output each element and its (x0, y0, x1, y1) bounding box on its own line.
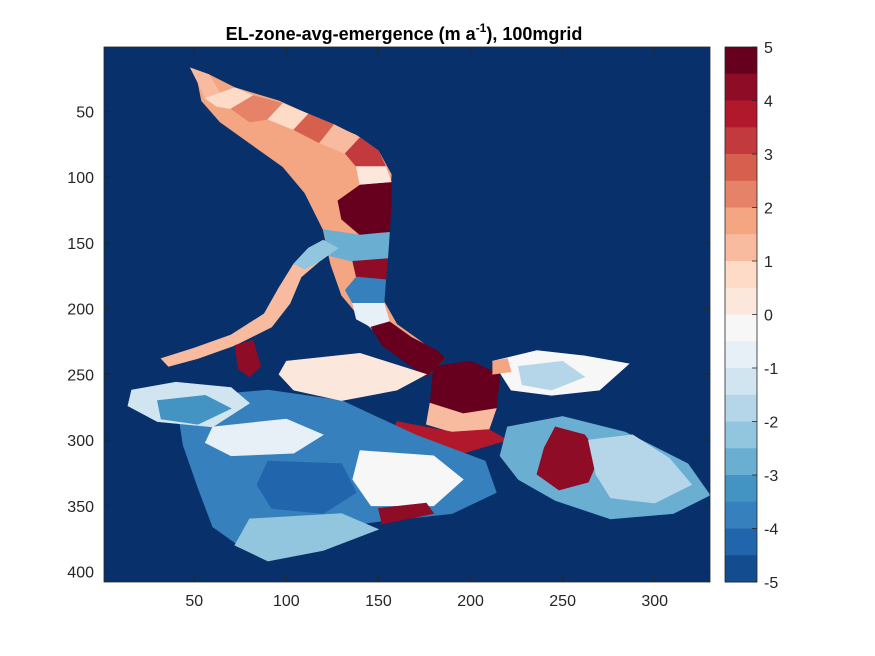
colorbar-swatch (725, 475, 757, 503)
zone-west-lobe-blue (157, 394, 232, 425)
colorbar-tick-label: -4 (764, 522, 778, 539)
colorbar-swatch (725, 127, 757, 155)
x-tick-label: 200 (457, 593, 484, 610)
colorbar-tick-label: 5 (764, 40, 773, 57)
y-tick-label: 400 (67, 564, 94, 581)
zone-west-arm (160, 239, 339, 367)
colorbar-swatch (725, 287, 757, 315)
x-tick-label: 50 (185, 593, 203, 610)
colorbar-swatch (725, 154, 757, 182)
y-tick-label: 300 (67, 433, 94, 450)
zone-northeast-pink (492, 358, 512, 375)
x-tick-label: 300 (641, 593, 668, 610)
colorbar-swatch (725, 501, 757, 529)
colorbar-tick-label: 2 (764, 201, 773, 218)
colorbar-swatch (725, 47, 757, 75)
zone-lower-white-2 (204, 418, 324, 457)
zone-northeast-blue (518, 360, 586, 391)
colorbar-swatch (725, 100, 757, 128)
zone-west-arm-blue (293, 239, 339, 270)
zone-upper-band-8 (355, 166, 392, 186)
colorbar-swatch (725, 180, 757, 208)
colorbar-swatch (725, 528, 757, 556)
y-tick-label: 350 (67, 499, 94, 516)
zone-west-arm-red (234, 339, 261, 378)
zone-east-red (536, 426, 600, 491)
x-axis: 50 100 150 200 250 300 (185, 47, 668, 610)
chart-title: EL-zone-avg-emergence (m a-1), 100mgrid (226, 21, 583, 44)
colorbar-tick-label: 0 (764, 308, 773, 325)
x-tick-label: 150 (365, 593, 392, 610)
colorbar-tick-label: 3 (764, 147, 773, 164)
plot-area (103, 46, 711, 583)
colorbar-tick-label: 4 (764, 94, 773, 111)
colorbar-swatch (725, 261, 757, 289)
colorbar-swatch (725, 314, 757, 342)
chart-title-main: EL-zone-avg-emergence (m a (226, 24, 477, 44)
y-tick-label: 150 (67, 236, 94, 253)
colorbar-swatch (725, 555, 757, 583)
plot-frame (103, 46, 711, 583)
colorbar-swatch (725, 368, 757, 396)
colorbar-swatch (725, 73, 757, 101)
y-tick-label: 200 (67, 302, 94, 319)
zones-layer (127, 67, 710, 562)
colorbar-tick-label: -3 (764, 468, 778, 485)
colorbar-tick-label: -2 (764, 415, 778, 432)
zone-trunk-band-red (352, 258, 389, 281)
y-tick-label: 250 (67, 367, 94, 384)
colorbar-tick-label: 1 (764, 254, 773, 271)
zone-central-white (278, 352, 428, 401)
y-tick-label: 50 (76, 104, 94, 121)
colorbar-swatch (725, 234, 757, 262)
colorbar-swatch (725, 421, 757, 449)
x-tick-label: 100 (273, 593, 300, 610)
zone-lower-blue-deep (256, 460, 357, 514)
colorbar-swatch (725, 448, 757, 476)
zone-upper-band-7 (344, 137, 387, 167)
colorbar-swatch (725, 394, 757, 422)
zone-lower-white-1 (352, 450, 464, 507)
y-axis: 50 100 150 200 250 300 350 400 (67, 104, 710, 581)
zone-south-red (378, 502, 435, 525)
colorbar-swatch (725, 341, 757, 369)
x-tick-label: 250 (549, 593, 576, 610)
zone-south-band-1 (234, 513, 380, 562)
colorbar-tick-label: -5 (764, 575, 778, 592)
zone-snout-red (370, 321, 446, 378)
chart-title-suffix: ), 100mgrid (486, 24, 582, 44)
colorbar: 5 4 3 2 1 0 -1 -2 -3 -4 -5 (724, 40, 778, 592)
chart-title-superscript: -1 (476, 21, 487, 35)
y-tick-label: 100 (67, 170, 94, 187)
colorbar-swatch (725, 207, 757, 235)
colorbar-tick-label: -1 (764, 361, 778, 378)
zone-east-lightblue (588, 434, 693, 504)
